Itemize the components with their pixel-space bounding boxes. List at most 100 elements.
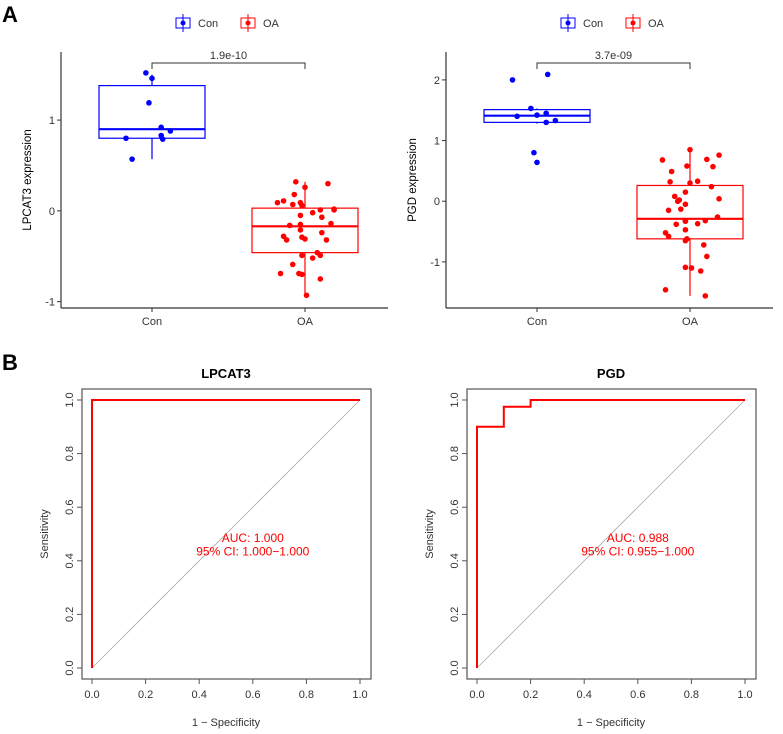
y-tick-label: 0.0 bbox=[449, 660, 461, 675]
legend-key-point bbox=[630, 20, 636, 26]
data-point-con bbox=[159, 136, 166, 142]
x-tick-label: 0.6 bbox=[630, 689, 645, 701]
data-point-oa bbox=[303, 292, 310, 299]
data-point-oa bbox=[676, 197, 683, 203]
data-point-con bbox=[531, 149, 537, 156]
y-tick-label: 1.0 bbox=[64, 392, 76, 407]
significance-bracket bbox=[536, 62, 691, 69]
diagonal-reference-line bbox=[91, 399, 361, 669]
data-point-oa bbox=[682, 189, 689, 195]
box-con bbox=[98, 84, 206, 139]
data-point-oa bbox=[708, 183, 715, 190]
data-point-oa bbox=[277, 270, 284, 277]
data-point-oa bbox=[317, 252, 324, 259]
box-oa bbox=[251, 207, 359, 254]
data-point-oa bbox=[667, 179, 673, 185]
y-tick-label: 0.2 bbox=[449, 607, 461, 622]
data-point-oa bbox=[668, 168, 675, 175]
data-point-oa bbox=[291, 191, 298, 198]
roc-pgd: PGD 0.0 0.0 0.2 0.2 0.4 0.4 0.6 0.6 0.8 0.8 1.0 1.0 1… bbox=[424, 366, 757, 729]
x-tick-label: 0.4 bbox=[577, 689, 592, 701]
y-tick-label: 0.0 bbox=[64, 660, 76, 675]
legend-label-con: Con bbox=[583, 18, 603, 30]
x-axis-label: 1 − Specificity bbox=[192, 717, 261, 729]
y-axis-label: Sensitivity bbox=[424, 509, 436, 559]
data-point-con bbox=[149, 75, 155, 82]
data-point-oa bbox=[325, 180, 331, 187]
data-point-oa bbox=[687, 146, 693, 153]
data-point-oa bbox=[280, 198, 287, 204]
data-point-con bbox=[129, 156, 135, 162]
data-point-oa bbox=[694, 220, 701, 227]
legend-label-oa: OA bbox=[263, 18, 280, 30]
legend-label-oa: OA bbox=[648, 18, 665, 30]
data-point-oa bbox=[283, 237, 290, 243]
data-point-oa bbox=[297, 212, 304, 219]
data-point-oa bbox=[293, 179, 299, 185]
data-point-oa bbox=[297, 227, 304, 233]
p-value-label: 3.7e-09 bbox=[595, 50, 632, 62]
auc-label: AUC: 1.000 bbox=[222, 531, 284, 545]
y-axis-label: Sensitivity bbox=[39, 509, 51, 559]
x-tick-label: 0.2 bbox=[523, 689, 538, 701]
x-tick-label: 0.4 bbox=[192, 689, 207, 701]
x-tick-label: 0.0 bbox=[84, 689, 99, 701]
y-tick-label: -1 bbox=[45, 297, 55, 309]
data-point-con bbox=[123, 135, 129, 142]
data-point-oa bbox=[319, 229, 325, 236]
data-point-oa bbox=[688, 265, 695, 271]
ci-label: 95% CI: 1.000−1.000 bbox=[196, 544, 309, 558]
y-tick-label: 0.6 bbox=[449, 500, 461, 515]
plot-frame bbox=[466, 388, 757, 680]
y-tick-label: 0 bbox=[434, 196, 440, 208]
data-point-oa bbox=[297, 221, 304, 228]
data-point-oa bbox=[286, 222, 293, 229]
legend-key-point bbox=[245, 20, 251, 26]
roc-title: LPCAT3 bbox=[201, 366, 251, 381]
data-point-con bbox=[534, 159, 540, 166]
data-point-oa bbox=[710, 163, 716, 170]
data-point-oa bbox=[328, 220, 334, 227]
x-tick-label: Con bbox=[142, 316, 162, 328]
data-point-oa bbox=[274, 199, 281, 206]
data-point-oa bbox=[702, 217, 709, 224]
data-point-oa bbox=[299, 252, 305, 259]
data-point-con bbox=[509, 77, 516, 83]
data-point-oa bbox=[319, 214, 325, 221]
data-point-oa bbox=[682, 226, 689, 233]
data-point-con bbox=[146, 100, 152, 106]
data-point-oa bbox=[317, 207, 324, 213]
data-point-oa bbox=[682, 201, 689, 208]
data-point-oa bbox=[671, 193, 678, 200]
data-point-oa bbox=[704, 253, 710, 260]
data-point-con bbox=[143, 70, 149, 76]
data-point-con bbox=[167, 128, 174, 134]
y-tick-label: 2 bbox=[434, 75, 440, 87]
data-point-oa bbox=[662, 287, 669, 293]
data-point-con bbox=[543, 119, 549, 126]
roc-lpcat3: LPCAT3 0.0 0.0 0.2 0.2 0.4 0.4 0.6 0.6 0.8 0.8 1.0 1… bbox=[39, 366, 372, 729]
panel-label-b: B bbox=[2, 350, 18, 375]
data-point-oa bbox=[716, 196, 722, 202]
data-point-con bbox=[552, 117, 559, 124]
data-point-con bbox=[543, 110, 549, 117]
y-tick-label: 0.2 bbox=[64, 607, 76, 622]
roc-curve bbox=[91, 399, 360, 668]
x-tick-label: OA bbox=[297, 316, 314, 328]
data-point-oa bbox=[302, 184, 308, 191]
p-value-label: 1.9e-10 bbox=[210, 50, 247, 62]
data-point-oa bbox=[682, 264, 689, 271]
y-tick-label: 1.0 bbox=[449, 392, 461, 407]
data-point-oa bbox=[687, 180, 693, 186]
significance-bracket bbox=[151, 62, 306, 69]
y-tick-label: 0.8 bbox=[449, 446, 461, 461]
data-point-oa bbox=[302, 236, 308, 242]
data-point-oa bbox=[682, 237, 689, 244]
data-point-con bbox=[534, 112, 540, 118]
data-point-oa bbox=[682, 218, 689, 225]
y-tick-label: 0.6 bbox=[64, 500, 76, 515]
data-point-oa bbox=[331, 207, 337, 213]
data-point-oa bbox=[684, 163, 690, 169]
data-point-oa bbox=[299, 271, 305, 278]
y-tick-label: 1 bbox=[49, 115, 55, 127]
